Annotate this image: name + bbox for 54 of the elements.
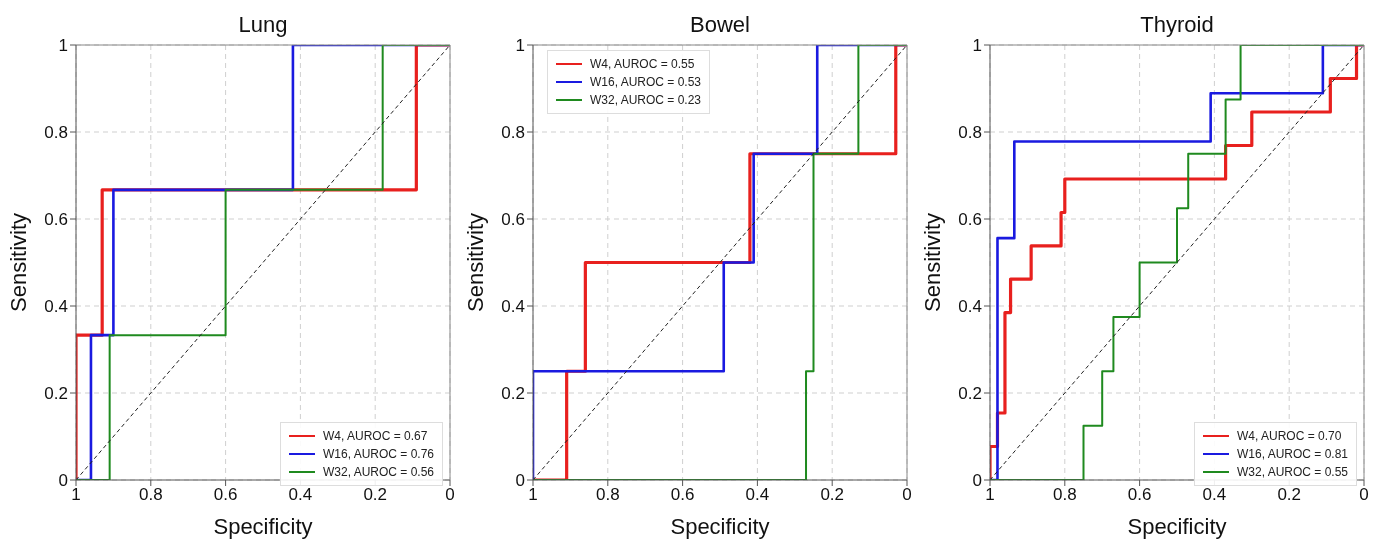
y-tick-label: 0.6 [501, 210, 525, 230]
x-tick-label: 0.8 [595, 485, 620, 505]
legend-label: W16, AUROC = 0.76 [322, 446, 434, 463]
x-tick-label: 0.2 [820, 485, 845, 505]
legend-label: W16, AUROC = 0.81 [1236, 446, 1348, 463]
legend-label: W4, AUROC = 0.67 [322, 428, 428, 445]
x-tick-label: 0.6 [1127, 485, 1152, 505]
legend-label: W4, AUROC = 0.55 [590, 56, 695, 73]
y-tick-label: 0.8 [958, 123, 982, 143]
chart-title: Thyroid [1140, 12, 1214, 37]
y-tick-label: 0.6 [958, 210, 982, 230]
legend-label: W32, AUROC = 0.55 [1236, 464, 1348, 481]
legend-label: W32, AUROC = 0.23 [590, 92, 702, 109]
chart-title: Lung [238, 12, 288, 37]
y-tick-label: 0.2 [501, 384, 525, 404]
y-tick-label: 1 [58, 36, 68, 56]
x-tick-label: 0.4 [1202, 485, 1227, 505]
y-tick-label: 0.8 [501, 123, 525, 143]
x-axis-title: Specificity [213, 514, 313, 539]
x-tick-label: 0.4 [288, 485, 313, 505]
y-axis-title: Sensitivity [919, 212, 945, 313]
x-tick-label: 0.8 [138, 485, 163, 505]
y-tick-label: 0 [972, 471, 982, 491]
y-axis-title: Sensitivity [462, 212, 488, 313]
y-axis-title: Sensitivity [5, 212, 31, 313]
x-tick-label: 1 [71, 485, 81, 505]
y-tick-label: 0.2 [44, 384, 68, 404]
x-tick-label: 0.2 [1277, 485, 1302, 505]
legend-label: W16, AUROC = 0.53 [590, 74, 702, 91]
x-axis-title: Specificity [670, 514, 770, 539]
x-tick-label: 1 [528, 485, 538, 505]
y-tick-label: 1 [515, 36, 525, 56]
x-tick-label: 0.6 [670, 485, 695, 505]
x-tick-label: 0.4 [745, 485, 770, 505]
x-tick-label: 0 [902, 485, 912, 505]
y-tick-label: 0 [58, 471, 68, 491]
x-tick-label: 0.6 [213, 485, 238, 505]
y-tick-label: 0.8 [44, 123, 68, 143]
legend-label: W4, AUROC = 0.70 [1236, 428, 1342, 445]
x-tick-label: 1 [985, 485, 995, 505]
x-axis-title: Specificity [1127, 514, 1227, 539]
x-tick-label: 0.8 [1052, 485, 1077, 505]
x-tick-label: 0.2 [363, 485, 388, 505]
chart-title: Bowel [690, 12, 750, 37]
y-tick-label: 0.4 [44, 297, 68, 317]
legend-label: W32, AUROC = 0.56 [322, 464, 434, 481]
y-tick-label: 1 [972, 36, 982, 56]
y-tick-label: 0 [515, 471, 525, 491]
x-tick-label: 0 [1359, 485, 1369, 505]
x-tick-label: 0 [445, 485, 455, 505]
y-tick-label: 0.4 [501, 297, 525, 317]
y-tick-label: 0.2 [958, 384, 982, 404]
y-tick-label: 0.4 [958, 297, 982, 317]
y-tick-label: 0.6 [44, 210, 68, 230]
